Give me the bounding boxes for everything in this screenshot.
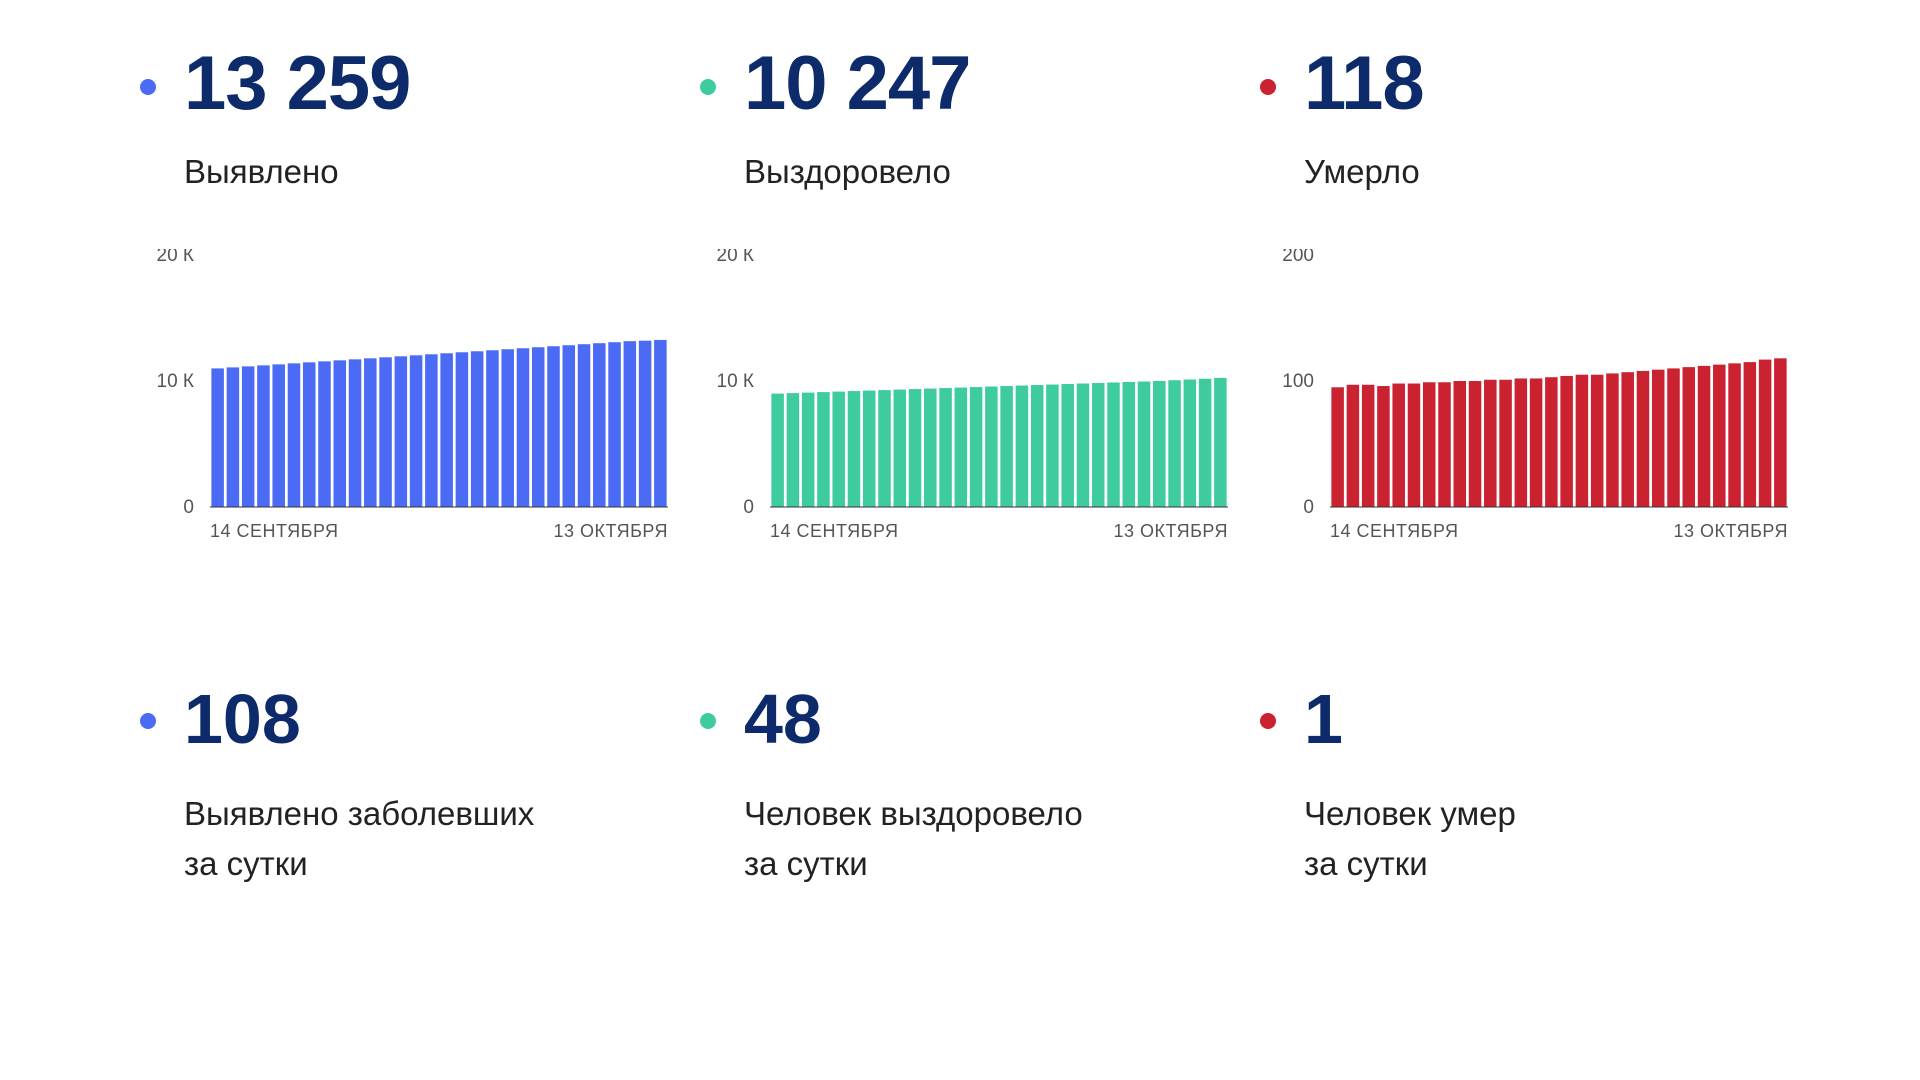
stat-value-deaths-daily: 1: [1304, 679, 1343, 759]
bullet-icon: [700, 79, 716, 95]
svg-text:10 К: 10 К: [717, 371, 754, 392]
stat-value-recovered: 10 247: [744, 40, 970, 127]
svg-text:100: 100: [1282, 371, 1314, 392]
card-recovered: 10 247 Выздоровело 0 10 К 20 К 14 СЕНТЯБРЯ 1…: [700, 40, 1240, 549]
svg-text:14 СЕНТЯБРЯ: 14 СЕНТЯБРЯ: [1330, 521, 1459, 541]
svg-text:13 ОКТЯБРЯ: 13 ОКТЯБРЯ: [1673, 521, 1788, 541]
stat-value-deaths: 118: [1304, 40, 1424, 127]
totals-row: 13 259 Выявлено 0 10 К 20 К 14 СЕНТЯБРЯ 13 О…: [140, 40, 1800, 549]
svg-text:0: 0: [183, 497, 194, 518]
stat-header-deaths: 118: [1260, 40, 1800, 127]
stat-label-deaths: Умерло: [1304, 153, 1800, 191]
svg-text:13 ОКТЯБРЯ: 13 ОКТЯБРЯ: [1113, 521, 1228, 541]
card-confirmed: 13 259 Выявлено 0 10 К 20 К 14 СЕНТЯБРЯ 13 О…: [140, 40, 680, 549]
svg-text:0: 0: [743, 497, 754, 518]
stat-label-deaths-daily: Человек умерза сутки: [1304, 789, 1800, 888]
bullet-icon: [700, 713, 716, 729]
chart-recovered: 0 10 К 20 К 14 СЕНТЯБРЯ 13 ОКТЯБРЯ: [700, 249, 1240, 549]
chart-confirmed: 0 10 К 20 К 14 СЕНТЯБРЯ 13 ОКТЯБРЯ: [140, 249, 680, 549]
svg-text:20 К: 20 К: [717, 249, 754, 266]
card-confirmed-daily: 108 Выявлено заболевшихза сутки: [140, 679, 680, 888]
card-deaths-daily: 1 Человек умерза сутки: [1260, 679, 1800, 888]
daily-row: 108 Выявлено заболевшихза сутки 48 Челов…: [140, 679, 1800, 888]
svg-text:14 СЕНТЯБРЯ: 14 СЕНТЯБРЯ: [210, 521, 339, 541]
bullet-icon: [140, 713, 156, 729]
stat-value-confirmed: 13 259: [184, 40, 410, 127]
card-deaths: 118 Умерло 0 100 200 14 СЕНТЯБРЯ 13 ОКТЯБРЯ: [1260, 40, 1800, 549]
stat-header-recovered-daily: 48: [700, 679, 1240, 759]
svg-text:0: 0: [1303, 497, 1314, 518]
stat-header-recovered: 10 247: [700, 40, 1240, 127]
bullet-icon: [1260, 713, 1276, 729]
svg-text:200: 200: [1282, 249, 1314, 266]
card-recovered-daily: 48 Человек выздоровелоза сутки: [700, 679, 1240, 888]
stat-label-recovered: Выздоровело: [744, 153, 1240, 191]
stats-dashboard: 13 259 Выявлено 0 10 К 20 К 14 СЕНТЯБРЯ 13 О…: [0, 0, 1920, 1080]
chart-deaths: 0 100 200 14 СЕНТЯБРЯ 13 ОКТЯБРЯ: [1260, 249, 1800, 549]
stat-label-confirmed: Выявлено: [184, 153, 680, 191]
stat-header-confirmed: 13 259: [140, 40, 680, 127]
stat-header-confirmed-daily: 108: [140, 679, 680, 759]
svg-text:13 ОКТЯБРЯ: 13 ОКТЯБРЯ: [553, 521, 668, 541]
svg-text:20 К: 20 К: [157, 249, 194, 266]
svg-text:10 К: 10 К: [157, 371, 194, 392]
stat-label-confirmed-daily: Выявлено заболевшихза сутки: [184, 789, 680, 888]
stat-label-recovered-daily: Человек выздоровелоза сутки: [744, 789, 1240, 888]
stat-header-deaths-daily: 1: [1260, 679, 1800, 759]
bullet-icon: [1260, 79, 1276, 95]
stat-value-confirmed-daily: 108: [184, 679, 301, 759]
svg-text:14 СЕНТЯБРЯ: 14 СЕНТЯБРЯ: [770, 521, 899, 541]
stat-value-recovered-daily: 48: [744, 679, 822, 759]
bullet-icon: [140, 79, 156, 95]
